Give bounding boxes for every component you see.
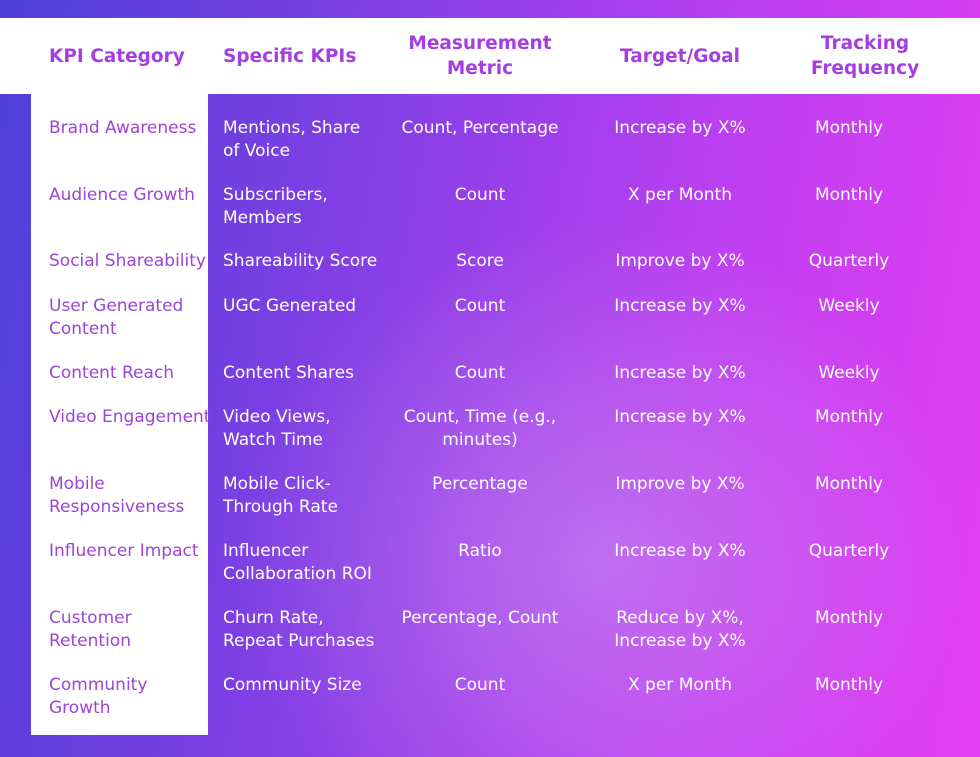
header-measurement-metric: Measurement Metric [408, 33, 552, 79]
kpi-cell: Video Views, Watch Time [223, 407, 331, 450]
kpi-cell: UGC Generated [223, 296, 357, 316]
kpi-cell: Subscribers, Members [223, 185, 328, 228]
metric-cell: Count, Percentage [401, 118, 559, 138]
category-cell: Video Engagement [49, 407, 211, 427]
frequency-cell: Monthly [814, 185, 884, 205]
kpi-cell: Shareability Score [223, 251, 378, 271]
metric-cell: Score [456, 251, 504, 271]
kpi-cell: Churn Rate, Repeat Purchases [223, 608, 375, 651]
target-cell: X per Month [628, 185, 732, 205]
category-cell: Audience Growth [49, 185, 195, 205]
target-cell: Increase by X% [614, 296, 746, 316]
frequency-cell: Monthly [814, 407, 884, 427]
metric-cell: Count [454, 675, 506, 695]
frequency-cell: Monthly [814, 118, 884, 138]
target-cell: X per Month [628, 675, 732, 695]
metric-cell: Count [454, 185, 506, 205]
table-header-band [0, 18, 980, 94]
header-tracking-frequency: Tracking Frequency [810, 33, 920, 79]
kpi-cell: Influencer Collaboration ROI [223, 541, 372, 584]
target-cell: Reduce by X%, Increase by X% [614, 608, 746, 651]
header-kpi-category: KPI Category [49, 45, 185, 67]
kpi-cell: Mobile Click-Through Rate [223, 474, 338, 517]
target-cell: Increase by X% [614, 363, 746, 383]
kpi-cell: Community Size [223, 675, 362, 695]
category-column-background [31, 94, 208, 735]
target-cell: Improve by X% [615, 251, 745, 271]
frequency-cell: Weekly [818, 363, 880, 383]
kpi-cell: Mentions, Share of Voice [223, 118, 361, 161]
metric-cell: Count [454, 296, 506, 316]
frequency-cell: Quarterly [808, 251, 890, 271]
header-target-goal: Target/Goal [620, 45, 740, 67]
frequency-cell: Quarterly [808, 541, 890, 561]
frequency-cell: Monthly [814, 675, 884, 695]
metric-cell: Percentage [432, 474, 528, 494]
category-cell: Community Growth [49, 675, 148, 718]
frequency-cell: Weekly [818, 296, 880, 316]
category-cell: User Generated Content [49, 296, 184, 339]
frequency-cell: Monthly [814, 474, 884, 494]
frequency-cell: Monthly [814, 608, 884, 628]
target-cell: Increase by X% [614, 541, 746, 561]
category-cell: Social Shareability [49, 251, 206, 271]
category-cell: Influencer Impact [49, 541, 199, 561]
metric-cell: Count, Time (e.g., minutes) [403, 407, 557, 450]
category-cell: Customer Retention [49, 608, 132, 651]
category-cell: Brand Awareness [49, 118, 197, 138]
target-cell: Increase by X% [614, 118, 746, 138]
metric-cell: Count [454, 363, 506, 383]
metric-cell: Ratio [458, 541, 502, 561]
header-specific-kpis: Specific KPIs [223, 45, 357, 67]
category-cell: Mobile Responsiveness [49, 474, 185, 517]
target-cell: Improve by X% [615, 474, 745, 494]
kpi-cell: Content Shares [223, 363, 354, 383]
category-cell: Content Reach [49, 363, 175, 383]
metric-cell: Percentage, Count [401, 608, 559, 628]
target-cell: Increase by X% [614, 407, 746, 427]
